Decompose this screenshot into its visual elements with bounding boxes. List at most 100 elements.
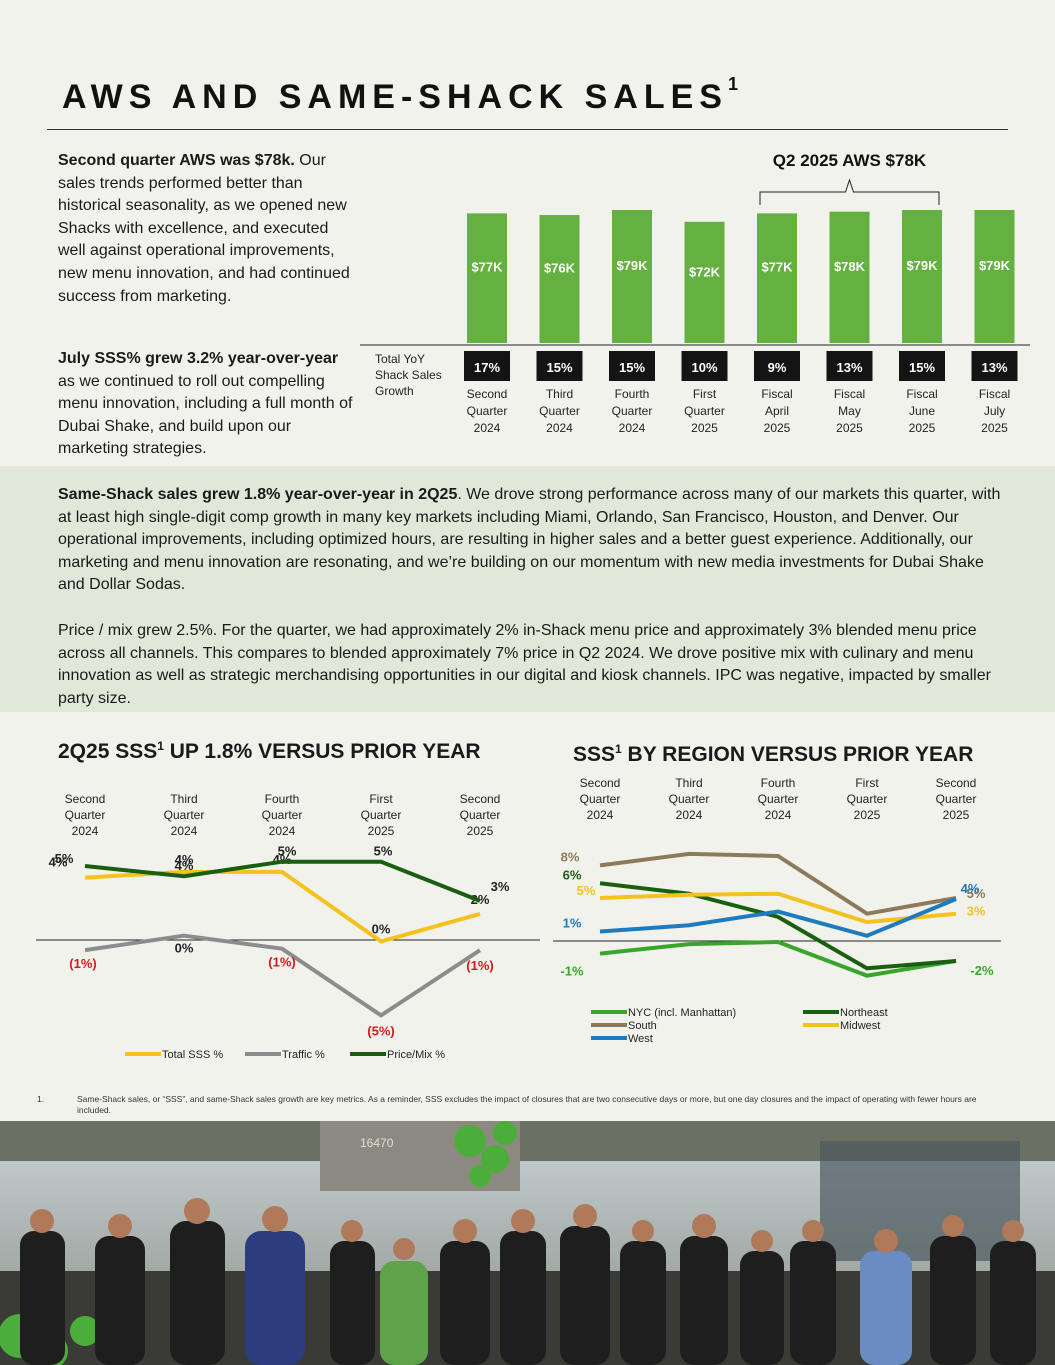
sss-category-label: Quarter — [460, 808, 501, 822]
aws-category-label: Quarter — [612, 404, 653, 418]
region-category-label: 2025 — [943, 808, 970, 822]
aws-bar — [902, 210, 942, 343]
sss-legend-label: Price/Mix % — [387, 1049, 445, 1061]
intro-july-paragraph: July SSS% grew 3.2% year-over-year as we… — [58, 350, 353, 458]
region-last-label: 3% — [967, 904, 986, 919]
aws-category-label: 2024 — [474, 421, 501, 435]
region-category-label: Quarter — [936, 792, 977, 806]
intro-aws-paragraph: Second quarter AWS was $78k. Our sales t… — [58, 152, 350, 305]
sss-category-label: Quarter — [65, 808, 106, 822]
growth-badge — [536, 351, 583, 381]
growth-badge — [609, 351, 655, 381]
growth-badge — [971, 351, 1018, 381]
region-category-label: 2024 — [676, 808, 703, 822]
region-category-label: Quarter — [669, 792, 710, 806]
region-last-label: 5% — [967, 886, 986, 901]
region-legend-label: NYC (incl. Manhattan) — [628, 1007, 736, 1019]
aws-bar — [974, 210, 1015, 343]
team-celebration-photo: 16470 — [0, 1121, 1055, 1365]
aws-bar — [467, 213, 507, 343]
sss-point-label: (1%) — [69, 956, 96, 971]
region-category-label: Quarter — [580, 792, 621, 806]
aws-bracket — [759, 178, 940, 205]
aws-chart-title: Q2 2025 AWS $78K — [773, 151, 927, 170]
region-series-line — [599, 851, 957, 916]
aws-category-label: Quarter — [539, 404, 580, 418]
region-legend-label: West — [628, 1033, 653, 1045]
growth-badge-label: 17% — [474, 360, 500, 375]
sss-series-line — [84, 859, 481, 903]
sss-category-label: First — [369, 792, 393, 806]
aws-category-label: Fiscal — [834, 387, 865, 401]
region-first-label: 1% — [563, 916, 582, 931]
sss-category-label: 2024 — [171, 824, 198, 838]
sss-line-chart: Second Quarter 2024 Third Quarter 2024 Fourth Q… — [36, 792, 540, 1061]
sss-series-line — [84, 933, 482, 1018]
aws-bar — [684, 221, 725, 343]
region-category-label: Quarter — [847, 792, 888, 806]
aws-category-label: 2025 — [836, 421, 863, 435]
region-first-label: -1% — [560, 964, 584, 979]
region-last-label: -2% — [970, 963, 994, 978]
region-category-label: 2024 — [765, 808, 792, 822]
sss-category-label: 2025 — [368, 824, 395, 838]
growth-badge-label: 13% — [836, 360, 862, 375]
sss-category-label: Quarter — [361, 808, 402, 822]
sss-category-label: Fourth — [265, 792, 300, 806]
sss-point-label: 5% — [55, 851, 74, 866]
region-last-label: 4% — [961, 881, 980, 896]
crowd-heads — [30, 1198, 1024, 1260]
aws-bar-value-label: $76K — [544, 261, 576, 276]
page-title: AWS AND SAME-SHACK SALES1 — [62, 74, 739, 116]
region-series-line — [599, 891, 957, 925]
aws-category-label: 2024 — [546, 421, 573, 435]
aws-category-label: Second — [467, 387, 508, 401]
aws-category-label: Fiscal — [906, 387, 937, 401]
region-category-label: Second — [936, 776, 977, 790]
region-category-label: First — [855, 776, 879, 790]
growth-badge-label: 15% — [546, 360, 572, 375]
sss-point-label: (5%) — [367, 1023, 394, 1038]
region-series-line — [599, 881, 957, 971]
aws-category-label: July — [984, 404, 1005, 418]
aws-bar-value-label: $79K — [616, 258, 648, 273]
growth-badge-label: 9% — [768, 360, 787, 375]
aws-bar — [612, 210, 652, 343]
region-category-label: Fourth — [761, 776, 796, 790]
sss-point-label: (1%) — [466, 958, 493, 973]
aws-category-label: 2025 — [764, 421, 791, 435]
aws-bar-value-label: $79K — [906, 258, 938, 273]
aws-category-label: Third — [546, 387, 573, 401]
same-shack-sales-band — [0, 466, 1055, 712]
growth-badge — [826, 351, 873, 381]
aws-bar-chart: Total YoY Shack Sales Growth $77K 17% Second Q… — [360, 151, 1030, 435]
sss-category-label: 2024 — [72, 824, 99, 838]
sss-point-label: 4% — [175, 852, 194, 867]
footnote-number: 1. — [37, 1094, 45, 1104]
aws-bar — [539, 215, 580, 343]
growth-badge-label: 10% — [691, 360, 717, 375]
sss-point-label: 3% — [491, 879, 510, 894]
region-category-label: Third — [675, 776, 702, 790]
sss-category-label: 2024 — [269, 824, 296, 838]
sss-point-label: 0% — [175, 941, 194, 956]
sss-point-label: 0% — [372, 921, 391, 936]
aws-bar-value-label: $77K — [471, 260, 503, 275]
region-first-label: 8% — [561, 849, 580, 864]
aws-category-label: 2025 — [691, 421, 718, 435]
aws-category-label: Quarter — [684, 404, 725, 418]
aws-category-label: May — [838, 404, 861, 418]
aws-category-label: Fourth — [615, 387, 650, 401]
building-number-text: 16470 — [360, 1136, 394, 1150]
same-shack-paragraph: Same-Shack sales grew 1.8% year-over-yea… — [58, 486, 1001, 594]
region-line-chart: Second Quarter 2024 Third Quarter 2024 Fourth Q… — [553, 776, 1001, 1045]
footnote-text: Same-Shack sales, or “SSS”, and same-Sha… — [77, 1094, 977, 1115]
growth-badge — [754, 351, 800, 381]
sss-point-label: (1%) — [268, 955, 295, 970]
sss-category-label: 2025 — [467, 824, 494, 838]
aws-category-label: June — [909, 404, 935, 418]
price-mix-paragraph: Price / mix grew 2.5%. For the quarter, … — [58, 622, 991, 707]
title-divider — [47, 129, 1008, 130]
growth-badge-label: 15% — [909, 360, 935, 375]
aws-category-label: 2025 — [981, 421, 1008, 435]
